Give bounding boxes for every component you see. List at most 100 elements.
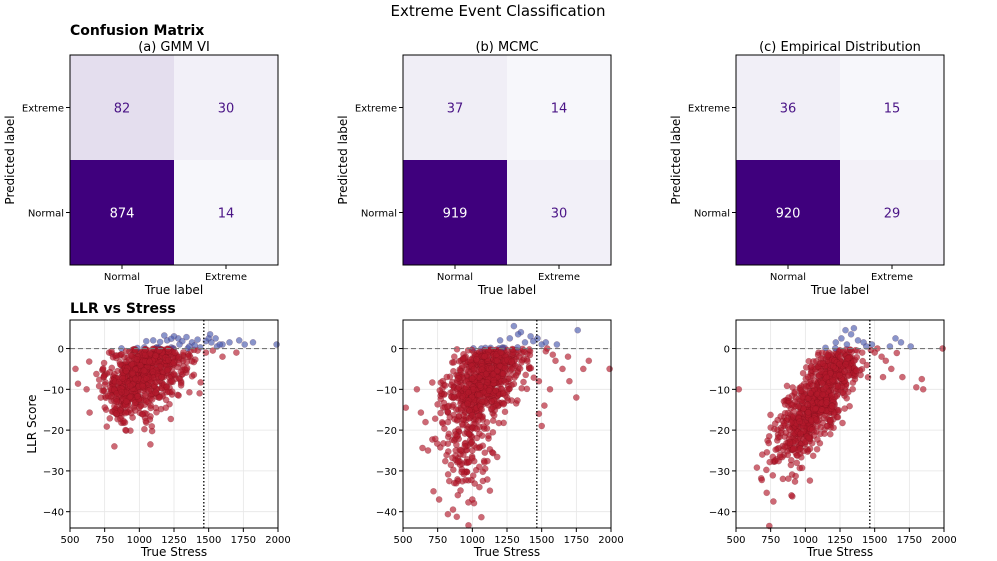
scatter-point <box>85 358 93 365</box>
confusion-matrix-heading: Confusion Matrix <box>70 23 204 39</box>
scatter-point <box>503 386 511 393</box>
cm-xtick-label: Normal <box>770 272 806 283</box>
scatter-point <box>918 375 926 383</box>
scatter-point <box>431 415 439 423</box>
cm-cell <box>840 160 944 265</box>
scatter-point <box>843 394 851 402</box>
scatter-point <box>777 413 785 420</box>
scatter-point <box>149 368 157 376</box>
scatter-point <box>143 398 150 405</box>
scatter-point <box>147 441 154 448</box>
scatter-point <box>493 357 501 365</box>
scatter-point <box>216 341 224 348</box>
scatter-point <box>781 409 789 417</box>
scatter-point <box>839 419 846 427</box>
scatter-point <box>434 401 441 408</box>
scatter-point <box>142 375 150 382</box>
scatter-point <box>829 363 837 370</box>
cm-xtick-label: Normal <box>437 272 473 283</box>
scatter-point <box>819 391 827 398</box>
scatter-point <box>113 398 120 405</box>
scatter-point <box>842 326 849 334</box>
scatter-point <box>117 415 124 422</box>
scatter-point <box>465 388 472 396</box>
scatter-point <box>449 466 457 474</box>
scatter-point <box>457 487 464 494</box>
scatter-point <box>177 382 185 389</box>
scatter-point <box>788 401 796 409</box>
cm-title: (a) GMM VI <box>138 40 210 55</box>
scatter-point <box>829 376 837 384</box>
scatter-point <box>853 367 860 374</box>
sc-xtick-label: 500 <box>60 535 79 546</box>
scatter-point <box>753 464 761 471</box>
scatter-point <box>142 392 149 400</box>
sc-ytick-label: −10 <box>376 385 397 396</box>
sc-ytick-label: −30 <box>376 467 397 478</box>
scatter-point <box>458 362 466 370</box>
scatter-point <box>180 348 187 356</box>
scatter-point <box>141 425 148 433</box>
cm-ytick-label: Normal <box>28 209 64 220</box>
scatter-point <box>508 365 516 373</box>
scatter-point <box>233 349 240 356</box>
scatter-point <box>208 339 215 346</box>
scatter-point <box>530 374 538 382</box>
scatter-point <box>458 420 466 428</box>
scatter-point <box>478 366 486 374</box>
scatter-point <box>470 365 478 373</box>
scatter-point <box>171 349 179 356</box>
scatter-point <box>132 375 139 383</box>
scatter-point <box>566 377 573 385</box>
scatter-point <box>765 439 773 447</box>
scatter-point <box>163 367 171 374</box>
scatter-point <box>104 392 112 400</box>
scatter-point <box>445 430 453 438</box>
cm-frame <box>402 54 612 266</box>
scatter-point <box>538 422 546 430</box>
cm-xlabel: True label <box>144 283 203 297</box>
sc-ytick-label: −20 <box>376 426 397 437</box>
scatter-point <box>206 330 214 338</box>
scatter-point <box>168 377 175 385</box>
sc-xtick-label: 1000 <box>127 535 152 546</box>
scatter-point <box>226 339 233 346</box>
sc-xtick-label: 1750 <box>231 535 256 546</box>
cm-title: (c) Empirical Distribution <box>759 40 921 55</box>
scatter-point <box>843 341 851 348</box>
scatter-point <box>190 371 198 379</box>
scatter-point <box>441 425 448 432</box>
scatter-point <box>100 359 108 367</box>
scatter-point <box>919 385 927 393</box>
sc-points <box>735 324 946 530</box>
scatter-point <box>784 451 792 459</box>
sc-xtick-label: 1500 <box>529 535 554 546</box>
scatter-point <box>167 415 175 423</box>
scatter-point <box>847 330 855 338</box>
scatter-point <box>809 452 817 460</box>
scatter-point <box>455 457 462 465</box>
scatter-point <box>455 383 463 391</box>
scatter-point <box>767 411 774 419</box>
scatter-point <box>850 324 858 332</box>
scatter-point <box>440 440 447 447</box>
scatter-point <box>840 389 847 397</box>
scatter-point <box>176 341 183 348</box>
scatter-point <box>146 358 153 366</box>
scatter-point <box>142 417 150 425</box>
scatter-point <box>786 426 794 433</box>
scatter-point <box>913 383 920 391</box>
scatter-point <box>527 364 535 372</box>
sc-ytick-label: −30 <box>709 467 730 478</box>
scatter-point <box>455 425 462 433</box>
sc-ytick-label: −20 <box>43 426 64 437</box>
sc-ytick-label: −40 <box>709 508 730 519</box>
scatter-point <box>502 379 510 386</box>
scatter-point <box>464 400 471 408</box>
scatter-point <box>163 383 171 391</box>
sc-xtick-label: 500 <box>393 535 412 546</box>
scatter-point <box>564 353 572 361</box>
scatter-point <box>827 416 834 424</box>
scatter-point <box>765 432 773 440</box>
cm-ytick-label: Extreme <box>355 104 397 115</box>
